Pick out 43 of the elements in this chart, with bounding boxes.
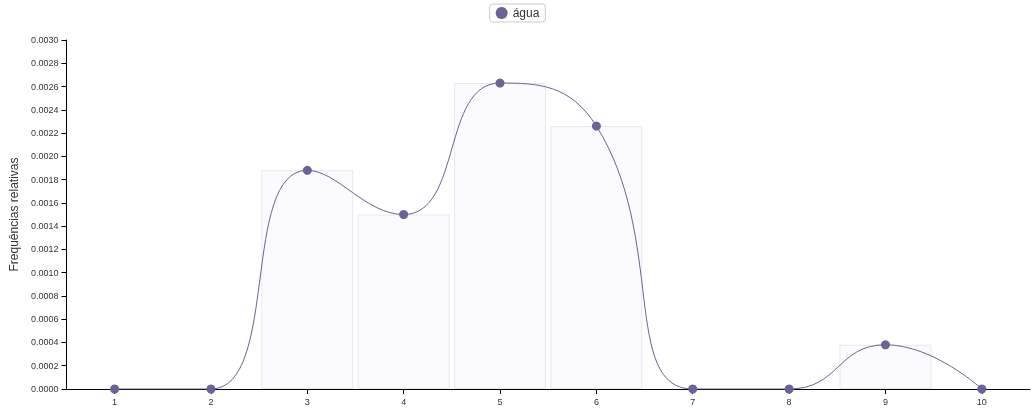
bar (357, 214, 450, 389)
x-tick-label: 7 (690, 396, 696, 407)
bar (550, 126, 643, 389)
x-tick-label: 2 (208, 396, 214, 407)
x-tick-label: 1 (112, 396, 118, 407)
y-tick-label: 0.0024 (30, 104, 59, 115)
y-tick-label: 0.0014 (30, 221, 59, 232)
y-tick-label: 0.0012 (30, 244, 59, 255)
y-tick-label: 0.0018 (30, 174, 59, 185)
y-tick-label: 0.0000 (30, 384, 59, 394)
x-tick-label: 8 (786, 396, 792, 407)
x-tick-label: 5 (497, 396, 503, 407)
y-tick-label: 0.0026 (30, 81, 59, 92)
bar (261, 170, 354, 389)
y-tick-label: 0.0028 (30, 58, 59, 69)
y-tick-label: 0.0006 (30, 314, 59, 325)
x-tick-label: 10 (976, 396, 987, 407)
point (110, 384, 120, 394)
point (977, 384, 987, 394)
y-tick-label: 0.0010 (30, 267, 59, 278)
y-tick-label: 0.0016 (30, 197, 59, 208)
x-tick-label: 3 (304, 396, 310, 407)
point (206, 384, 216, 394)
y-tick-label: 0.0008 (30, 290, 59, 301)
bar (839, 344, 932, 389)
legend-label: água (512, 6, 540, 20)
y-tick-label: 0.0020 (30, 151, 59, 162)
point (880, 340, 890, 350)
point (302, 165, 312, 175)
point (495, 78, 505, 88)
point (784, 384, 794, 394)
y-tick-label: 0.0004 (30, 337, 59, 348)
y-tick-label: 0.0022 (30, 128, 59, 139)
y-axis-title: Frequências relativas (7, 157, 21, 272)
y-tick-label: 0.0030 (30, 35, 59, 45)
point (399, 210, 409, 219)
x-tick-label: 9 (882, 396, 888, 407)
y-tick-label: 0.0002 (30, 360, 59, 371)
x-tick-label: 6 (593, 396, 599, 407)
point (591, 121, 601, 131)
point (688, 384, 698, 394)
x-tick-label: 4 (401, 396, 407, 407)
bar (454, 83, 546, 389)
